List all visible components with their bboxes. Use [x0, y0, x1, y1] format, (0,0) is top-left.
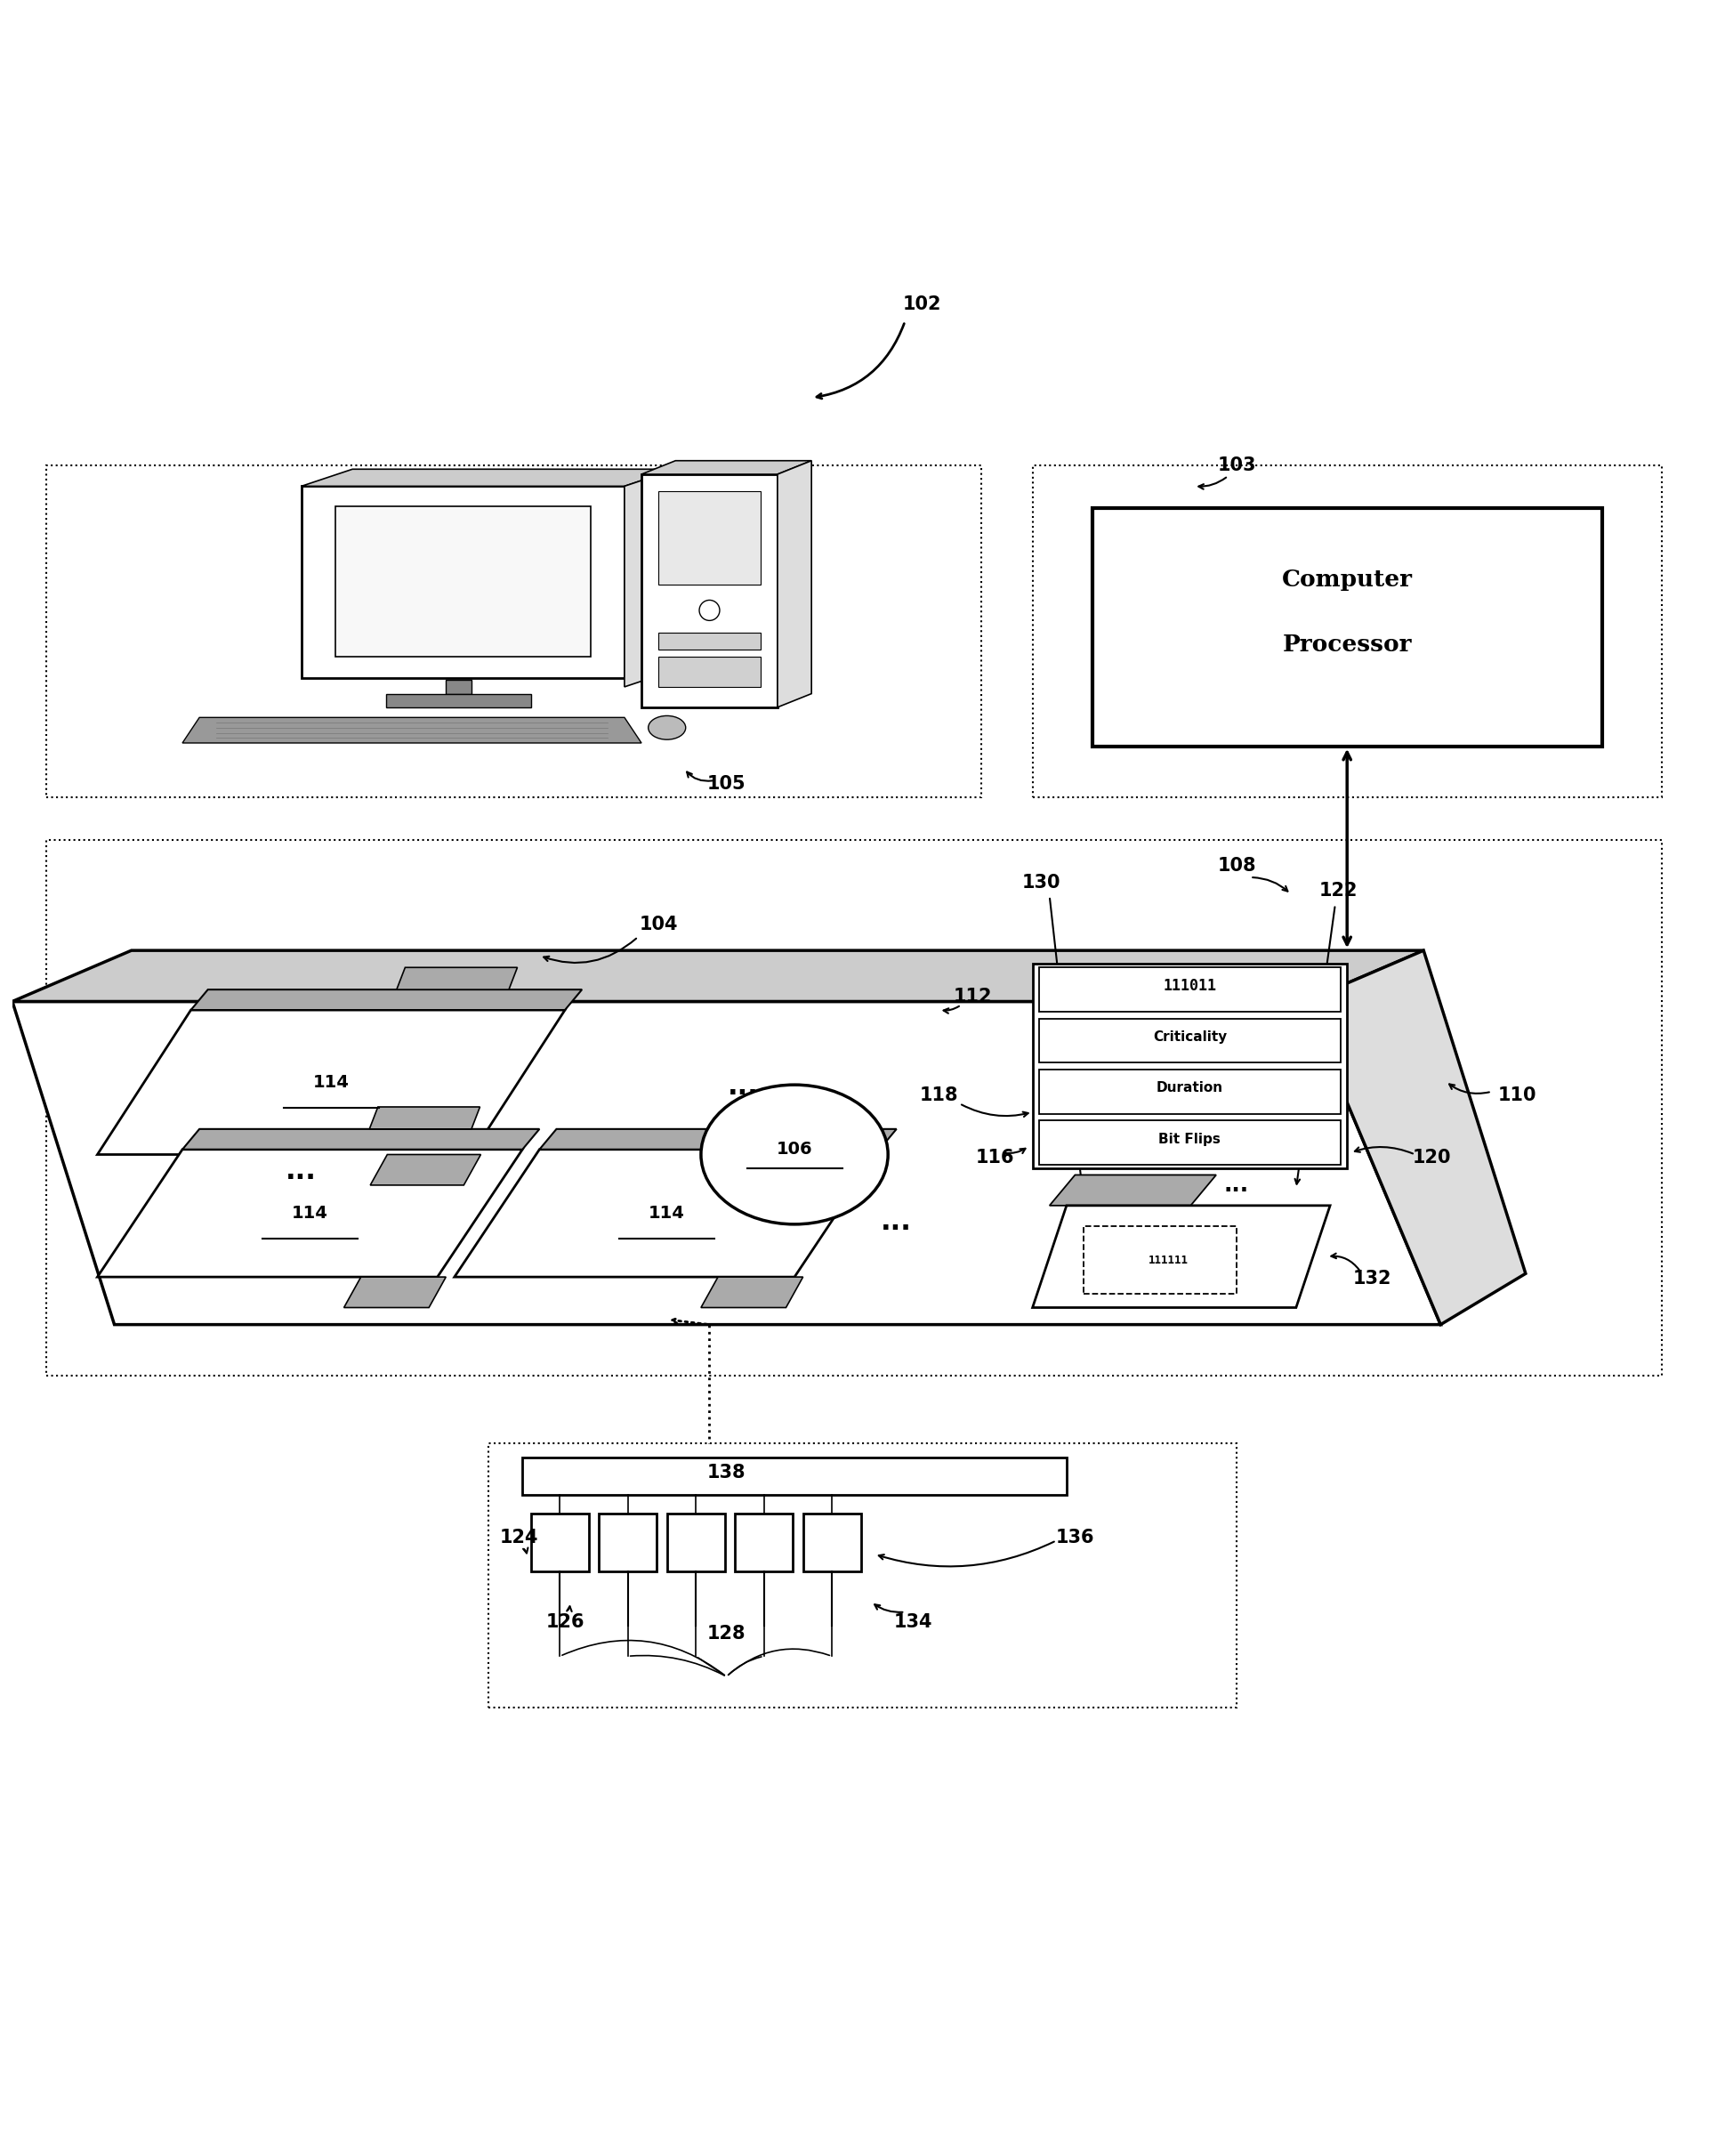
Polygon shape	[183, 718, 642, 744]
Ellipse shape	[699, 599, 719, 621]
Text: 132: 132	[1352, 1270, 1392, 1287]
Polygon shape	[642, 461, 811, 474]
Polygon shape	[371, 1153, 481, 1186]
Text: 114: 114	[649, 1205, 685, 1222]
Polygon shape	[624, 470, 676, 688]
Text: Processor: Processor	[1282, 634, 1411, 655]
Ellipse shape	[649, 716, 685, 740]
Polygon shape	[397, 968, 518, 990]
FancyBboxPatch shape	[1033, 964, 1347, 1169]
FancyBboxPatch shape	[599, 1514, 657, 1572]
Polygon shape	[343, 1276, 447, 1307]
Text: ...: ...	[1225, 1175, 1249, 1197]
Text: 114: 114	[312, 1074, 350, 1091]
FancyBboxPatch shape	[668, 1514, 724, 1572]
Polygon shape	[302, 470, 676, 487]
Polygon shape	[642, 474, 778, 707]
Polygon shape	[386, 694, 531, 707]
Text: 138: 138	[707, 1464, 745, 1481]
Text: 134: 134	[894, 1613, 933, 1632]
Polygon shape	[454, 1149, 880, 1276]
FancyBboxPatch shape	[1040, 1018, 1340, 1063]
Polygon shape	[1033, 1205, 1330, 1307]
Polygon shape	[97, 1009, 566, 1153]
Ellipse shape	[700, 1084, 888, 1225]
Text: 112: 112	[954, 987, 992, 1005]
Polygon shape	[1304, 951, 1525, 1324]
Text: 108: 108	[1218, 856, 1256, 875]
Text: ...: ...	[286, 1158, 317, 1184]
Polygon shape	[335, 507, 590, 655]
Text: 111111: 111111	[1149, 1255, 1189, 1266]
Polygon shape	[447, 679, 471, 694]
Text: Criticality: Criticality	[1152, 1031, 1226, 1044]
Polygon shape	[540, 1130, 897, 1149]
Polygon shape	[726, 1106, 837, 1130]
Polygon shape	[1049, 1175, 1216, 1205]
Polygon shape	[778, 461, 811, 707]
Text: 130: 130	[1021, 873, 1061, 890]
Text: 128: 128	[707, 1626, 745, 1643]
FancyBboxPatch shape	[1040, 968, 1340, 1011]
Text: 111011: 111011	[1163, 979, 1216, 994]
Polygon shape	[97, 1149, 523, 1276]
Text: 116: 116	[976, 1149, 1014, 1166]
Text: 126: 126	[545, 1613, 585, 1632]
Polygon shape	[191, 990, 581, 1009]
FancyBboxPatch shape	[531, 1514, 588, 1572]
Polygon shape	[12, 951, 1423, 1003]
Text: 103: 103	[1218, 457, 1256, 474]
Text: 136: 136	[1056, 1529, 1094, 1546]
FancyBboxPatch shape	[1092, 509, 1603, 746]
FancyBboxPatch shape	[804, 1514, 861, 1572]
Text: 102: 102	[902, 295, 942, 313]
FancyBboxPatch shape	[1040, 1069, 1340, 1115]
Text: 105: 105	[707, 774, 745, 793]
Text: 124: 124	[500, 1529, 538, 1546]
Text: ...: ...	[728, 1074, 759, 1100]
Polygon shape	[183, 1130, 540, 1149]
Text: 104: 104	[640, 916, 678, 934]
Text: Bit Flips: Bit Flips	[1159, 1132, 1221, 1145]
FancyBboxPatch shape	[659, 632, 761, 649]
FancyBboxPatch shape	[659, 655, 761, 688]
Text: 110: 110	[1497, 1087, 1537, 1104]
Polygon shape	[700, 1276, 804, 1307]
FancyBboxPatch shape	[1040, 1121, 1340, 1164]
Text: Duration: Duration	[1156, 1082, 1223, 1095]
Text: Computer: Computer	[1282, 569, 1413, 591]
Text: 118: 118	[919, 1087, 959, 1104]
FancyBboxPatch shape	[1083, 1227, 1237, 1294]
Text: ...: ...	[881, 1210, 913, 1235]
FancyBboxPatch shape	[659, 492, 761, 584]
Text: 114: 114	[292, 1205, 328, 1222]
Polygon shape	[369, 1106, 480, 1130]
Polygon shape	[302, 487, 624, 679]
Text: 120: 120	[1413, 1149, 1451, 1166]
Text: 106: 106	[776, 1141, 812, 1158]
FancyBboxPatch shape	[523, 1457, 1066, 1494]
Text: 122: 122	[1320, 882, 1358, 899]
FancyBboxPatch shape	[735, 1514, 794, 1572]
Polygon shape	[12, 1003, 1440, 1324]
